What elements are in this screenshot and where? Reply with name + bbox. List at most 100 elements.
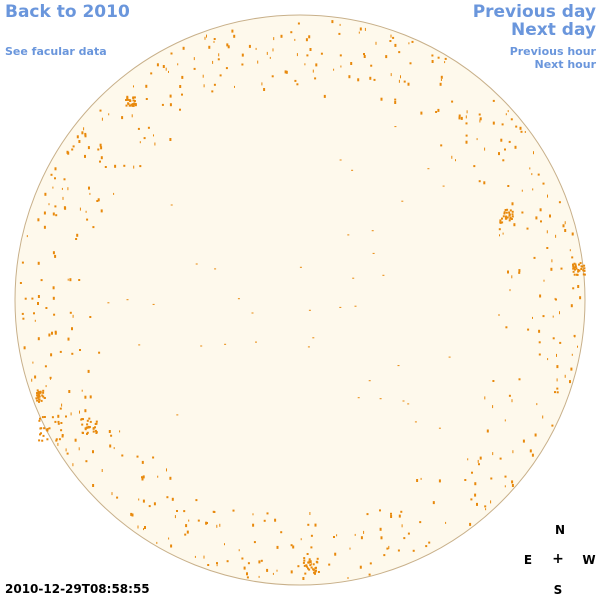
facula-marker	[41, 439, 44, 442]
facula-marker	[498, 314, 500, 316]
facula-marker	[571, 232, 574, 236]
facula-marker	[53, 313, 56, 316]
facula-marker	[133, 165, 135, 169]
back-to-year-link[interactable]: Back to 2010	[5, 2, 130, 22]
facula-marker	[68, 390, 71, 393]
facula-marker	[185, 524, 188, 528]
facula-marker	[323, 94, 326, 98]
facula-marker	[60, 429, 63, 432]
facula-marker	[35, 397, 38, 400]
facula-marker	[126, 95, 129, 98]
facula-marker	[576, 273, 579, 276]
next-hour-link[interactable]: Next hour	[534, 58, 597, 71]
facula-marker	[138, 498, 140, 501]
facula-marker	[274, 518, 277, 522]
facula-marker	[465, 122, 468, 125]
facula-marker	[214, 268, 217, 270]
facular-data-link[interactable]: See facular data	[5, 45, 107, 58]
facula-marker	[67, 187, 69, 191]
facula-marker	[297, 565, 300, 568]
facula-marker	[440, 79, 442, 81]
previous-day-link[interactable]: Previous day	[472, 2, 596, 22]
facula-marker	[54, 254, 57, 258]
facula-marker	[78, 447, 80, 451]
facula-marker	[302, 577, 305, 580]
facula-marker	[141, 460, 144, 464]
facula-marker	[438, 479, 441, 483]
facula-marker	[131, 513, 134, 517]
facula-marker	[520, 130, 523, 133]
facula-marker	[258, 560, 261, 564]
facula-marker	[559, 311, 560, 315]
facula-marker	[490, 477, 493, 480]
facula-marker	[37, 295, 40, 298]
facula-marker	[419, 521, 422, 524]
facula-marker	[305, 38, 308, 42]
facula-marker	[169, 476, 172, 480]
facula-marker	[82, 432, 84, 434]
facula-marker	[347, 234, 350, 236]
facula-marker	[467, 458, 469, 461]
facula-marker	[582, 273, 585, 276]
facula-marker	[290, 570, 293, 574]
facula-marker	[360, 536, 363, 540]
facula-marker	[458, 114, 461, 117]
facula-marker	[309, 48, 312, 51]
facula-marker	[70, 412, 72, 416]
facula-marker	[359, 565, 362, 569]
facula-marker	[38, 398, 41, 401]
facula-marker	[271, 75, 274, 78]
facula-marker	[241, 557, 244, 560]
facula-marker	[529, 167, 531, 170]
facula-marker	[204, 36, 206, 40]
facula-marker	[22, 317, 25, 320]
facula-marker	[79, 207, 81, 211]
facula-marker	[50, 353, 53, 357]
facula-marker	[251, 312, 254, 314]
facula-marker	[479, 117, 482, 121]
facula-marker	[43, 427, 46, 430]
facula-marker	[579, 262, 582, 265]
facula-marker	[269, 56, 271, 59]
next-day-link[interactable]: Next day	[511, 20, 596, 40]
facula-marker	[37, 391, 40, 393]
facula-marker	[354, 305, 357, 307]
facula-marker	[141, 476, 143, 479]
facula-marker	[529, 449, 532, 453]
facula-marker	[539, 294, 542, 298]
facula-marker	[308, 558, 311, 561]
facula-marker	[532, 188, 534, 191]
facula-marker	[216, 564, 218, 567]
facula-marker	[425, 545, 428, 548]
facula-marker	[358, 31, 360, 34]
facula-marker	[123, 164, 126, 167]
facula-marker	[19, 282, 22, 284]
facula-marker	[94, 426, 96, 429]
facula-marker	[504, 475, 507, 478]
facula-marker	[40, 279, 43, 282]
facula-marker	[61, 187, 63, 190]
facula-marker	[411, 40, 414, 43]
facula-marker	[398, 51, 401, 54]
facula-marker	[338, 32, 341, 35]
facula-marker	[41, 394, 44, 397]
facula-marker	[67, 151, 70, 155]
facula-marker	[575, 267, 578, 270]
facula-marker	[444, 57, 447, 60]
facula-marker	[531, 173, 533, 176]
facula-marker	[407, 532, 410, 535]
facula-marker	[509, 209, 512, 212]
facula-marker	[305, 564, 308, 567]
facula-marker	[560, 267, 563, 270]
facula-marker	[478, 113, 481, 116]
facula-marker	[390, 34, 392, 38]
facula-marker	[137, 525, 139, 529]
facula-marker	[366, 513, 369, 516]
facula-marker	[511, 275, 513, 279]
previous-hour-link[interactable]: Previous hour	[509, 45, 596, 58]
facula-marker	[564, 374, 566, 378]
facula-marker	[241, 63, 244, 66]
facula-marker	[194, 555, 196, 558]
facula-marker	[188, 519, 190, 522]
facula-marker	[181, 93, 183, 96]
